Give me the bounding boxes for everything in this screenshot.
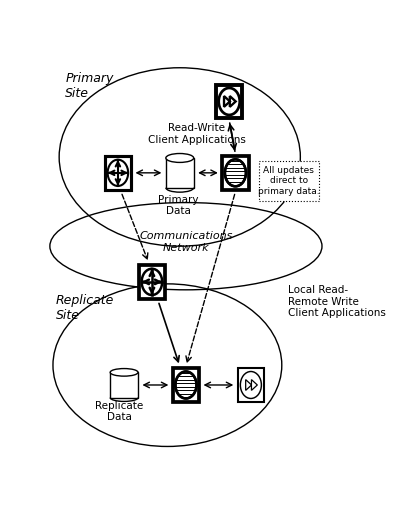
Circle shape bbox=[225, 159, 246, 186]
Circle shape bbox=[240, 371, 261, 399]
FancyBboxPatch shape bbox=[259, 161, 319, 201]
Ellipse shape bbox=[110, 369, 138, 376]
Ellipse shape bbox=[166, 153, 194, 162]
Bar bbox=[166, 158, 194, 187]
Bar bbox=[139, 265, 165, 299]
Text: Primary
Site: Primary Site bbox=[65, 72, 114, 100]
Bar bbox=[105, 156, 131, 190]
Circle shape bbox=[219, 88, 240, 115]
Text: Communications
Network: Communications Network bbox=[139, 231, 233, 253]
Text: Primary
Data: Primary Data bbox=[158, 195, 198, 216]
Circle shape bbox=[176, 371, 196, 399]
Text: All updates
direct to
primary data.: All updates direct to primary data. bbox=[258, 166, 320, 196]
Circle shape bbox=[142, 269, 162, 295]
Bar bbox=[238, 368, 264, 402]
Text: Replicate
Data: Replicate Data bbox=[95, 401, 144, 422]
Bar bbox=[216, 84, 242, 118]
Bar bbox=[222, 156, 249, 190]
Text: Read-Write
Client Applications: Read-Write Client Applications bbox=[148, 123, 246, 145]
Text: Local Read-
Remote Write
Client Applications: Local Read- Remote Write Client Applicat… bbox=[288, 285, 386, 318]
Bar bbox=[110, 372, 138, 398]
Bar bbox=[173, 368, 199, 402]
Text: Replicate
Site: Replicate Site bbox=[56, 294, 115, 322]
Circle shape bbox=[108, 160, 128, 186]
